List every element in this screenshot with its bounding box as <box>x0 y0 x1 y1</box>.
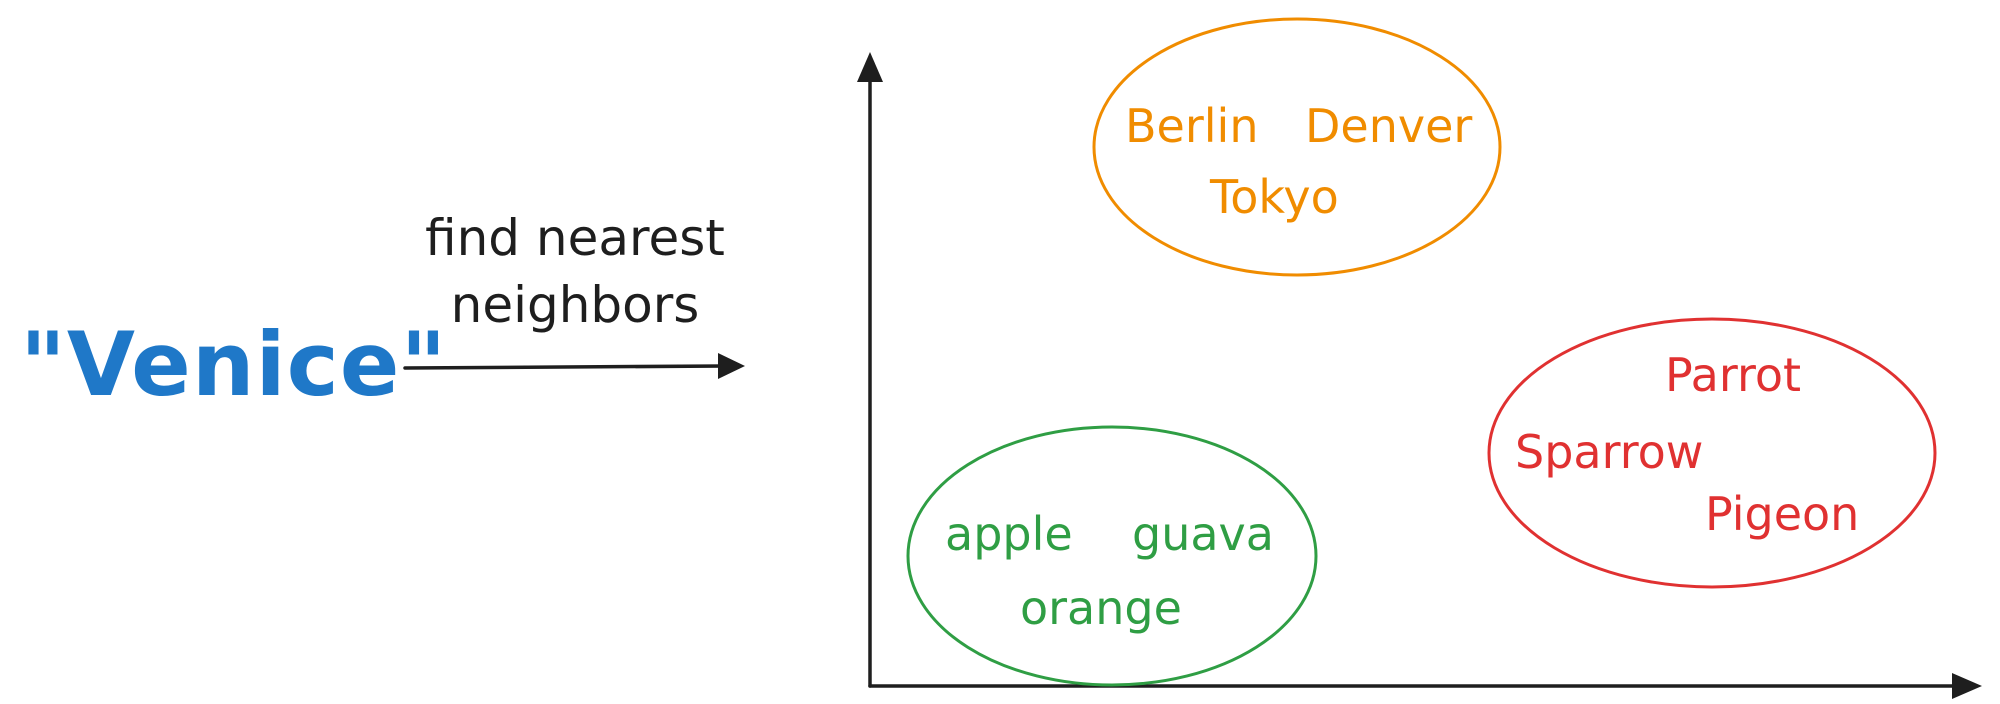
cluster-word-tokyo: Tokyo <box>1209 170 1339 224</box>
step-label-line-1: find nearest <box>425 209 725 267</box>
birds-cluster-ellipse <box>1487 317 1937 589</box>
y-axis-arrowhead <box>857 52 883 82</box>
cities-cluster: Berlin Denver Tokyo <box>1092 17 1502 277</box>
step-label-line-2: neighbors <box>451 276 700 334</box>
cluster-word-guava: guava <box>1132 507 1274 561</box>
cluster-word-berlin: Berlin <box>1125 99 1259 153</box>
cluster-word-parrot: Parrot <box>1665 348 1801 402</box>
cluster-word-orange: orange <box>1020 581 1182 635</box>
cluster-word-denver: Denver <box>1305 99 1472 153</box>
fruits-cluster-ellipse <box>906 425 1318 687</box>
fruits-cluster: apple guava orange <box>906 425 1318 687</box>
axes <box>857 52 1982 699</box>
x-axis-arrowhead <box>1952 673 1982 699</box>
cluster-word-pigeon: Pigeon <box>1705 487 1859 541</box>
cluster-word-apple: apple <box>945 507 1073 561</box>
birds-cluster: Parrot Sparrow Pigeon <box>1487 317 1937 589</box>
query-word: "Venice" <box>20 313 447 416</box>
cluster-word-sparrow: Sparrow <box>1515 425 1703 479</box>
cities-cluster-ellipse <box>1092 17 1502 277</box>
step-arrow <box>403 353 745 379</box>
